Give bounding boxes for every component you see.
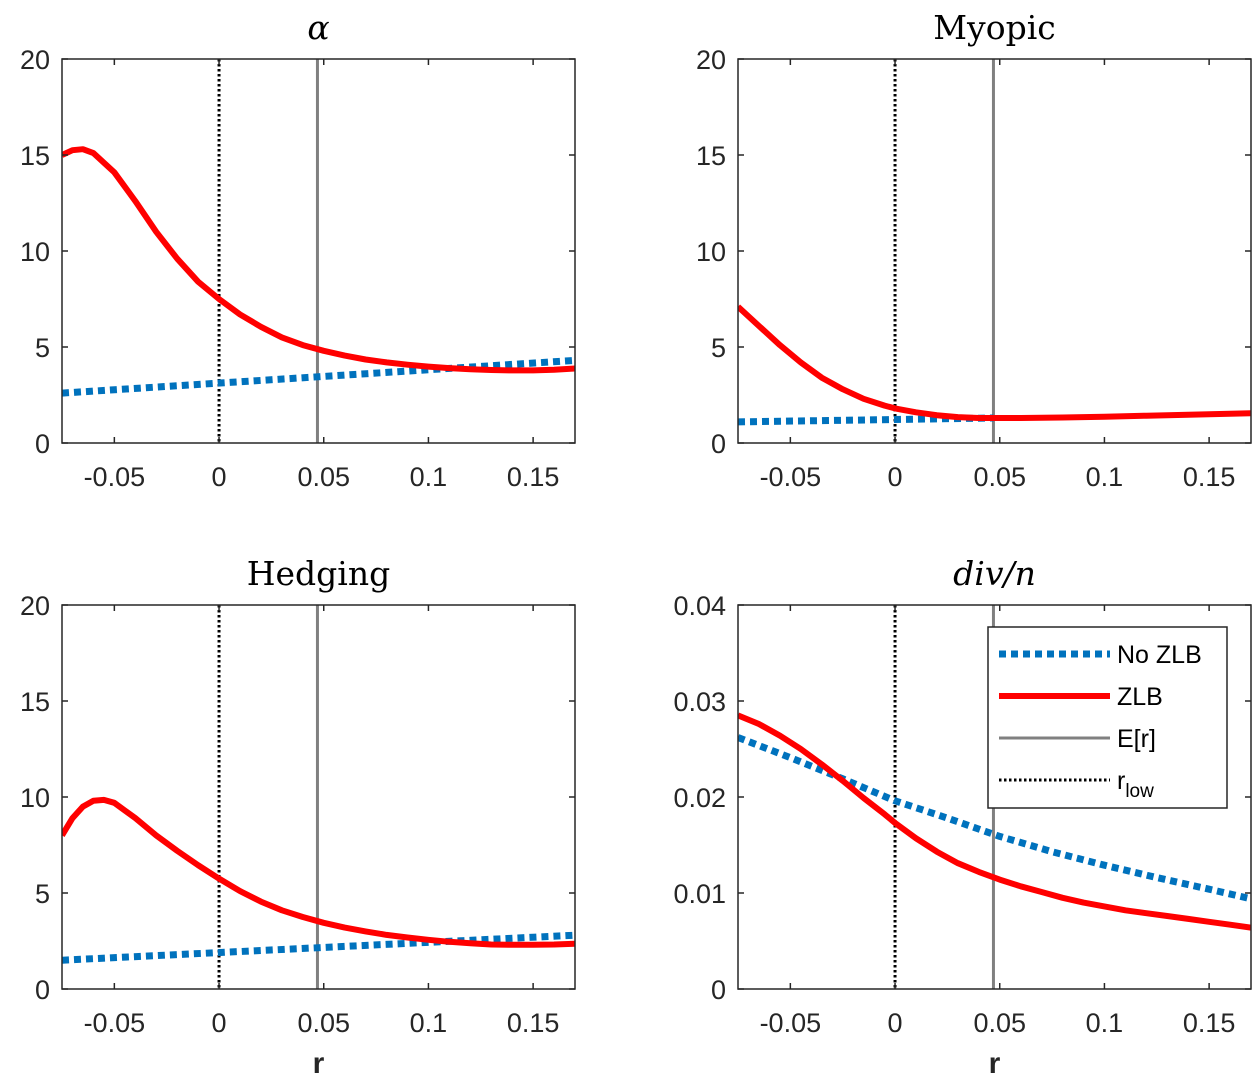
legend-label: E[r]	[1117, 725, 1156, 753]
x-axis-label: r	[313, 1047, 325, 1080]
x-tick-label: 0.05	[297, 462, 350, 492]
series-group	[738, 712, 1251, 931]
y-tick-label: 10	[20, 237, 50, 267]
legend-label-subscript: low	[1125, 781, 1154, 802]
x-tick-label: 0.05	[973, 1008, 1026, 1038]
x-tick-label: 0.15	[507, 1008, 560, 1038]
y-tick-label: 5	[711, 333, 726, 363]
y-tick-label: 0.02	[673, 783, 726, 813]
chart-title: α	[307, 8, 329, 47]
y-tick-label: 10	[696, 237, 726, 267]
y-tick-label: 0	[35, 429, 50, 459]
y-tick-label: 5	[35, 879, 50, 909]
x-tick-label: 0.15	[1183, 1008, 1236, 1038]
x-axis-label: r	[989, 1047, 1001, 1080]
chart-title: Myopic	[933, 8, 1055, 47]
y-tick-label: 0.04	[673, 591, 726, 621]
series-zlb-line	[62, 146, 575, 374]
y-tick-label: 5	[35, 333, 50, 363]
y-tick-label: 0.01	[673, 879, 726, 909]
legend-label: ZLB	[1117, 683, 1163, 711]
y-tick-label: 0	[35, 975, 50, 1005]
x-tick-label: -0.05	[84, 1008, 146, 1038]
x-tick-label: -0.05	[84, 462, 146, 492]
y-tick-label: 10	[20, 783, 50, 813]
x-tick-label: 0	[888, 462, 903, 492]
y-tick-label: 20	[696, 45, 726, 75]
x-tick-label: 0.05	[297, 1008, 350, 1038]
y-tick-label: 0	[711, 975, 726, 1005]
x-tick-label: 0.1	[1086, 462, 1124, 492]
x-tick-label: 0.1	[1086, 1008, 1124, 1038]
series-no-zlb-line	[738, 734, 1251, 903]
chart-panel-2: -0.05 0 0.05 0.1 0.15 0 5 10 15 20 Myopic	[696, 8, 1252, 492]
x-tick-label: 0	[212, 462, 227, 492]
chart-title: Hedging	[247, 554, 391, 593]
x-tick-label: 0.05	[973, 462, 1026, 492]
y-tick-label: 20	[20, 591, 50, 621]
series-zlb-line	[738, 712, 1251, 931]
reference-lines	[893, 605, 995, 989]
y-tick-label: 15	[20, 687, 50, 717]
series-group	[738, 304, 1251, 426]
legend-label: No ZLB	[1117, 641, 1202, 669]
series-no-zlb-line	[738, 414, 994, 426]
chart-panel-3: -0.05 0 0.05 0.1 0.15 0 5 10 15 20 Hedging r	[20, 554, 576, 1080]
y-tick-label: 0.03	[673, 687, 726, 717]
x-tick-label: 0.15	[1183, 462, 1236, 492]
series-no-zlb-line	[62, 931, 575, 964]
reference-lines	[893, 59, 995, 443]
x-tick-label: 0	[888, 1008, 903, 1038]
series-no-zlb-line	[62, 356, 575, 397]
series-zlb-line	[738, 304, 1251, 421]
x-tick-label: -0.05	[760, 1008, 822, 1038]
x-tick-label: 0.15	[507, 462, 560, 492]
y-tick-label: 0	[711, 429, 726, 459]
x-tick-label: 0.1	[410, 462, 448, 492]
chart-panel-4: -0.05 0 0.05 0.1 0.15 0 0.01 0.02 0.03 0.04 div/n r…	[673, 554, 1252, 1080]
x-tick-label: -0.05	[760, 462, 822, 492]
y-tick-label: 15	[20, 141, 50, 171]
series-zlb-line	[62, 796, 575, 948]
chart-title: div/n	[953, 554, 1036, 593]
series-group	[62, 146, 575, 397]
series-group	[62, 796, 575, 964]
reference-lines	[217, 605, 319, 989]
y-tick-label: 20	[20, 45, 50, 75]
chart-panel-1: -0.05 0 0.05 0.1 0.15 0 5 10 15 20 α	[20, 8, 576, 492]
x-tick-label: 0.1	[410, 1008, 448, 1038]
y-tick-label: 15	[696, 141, 726, 171]
x-tick-label: 0	[212, 1008, 227, 1038]
